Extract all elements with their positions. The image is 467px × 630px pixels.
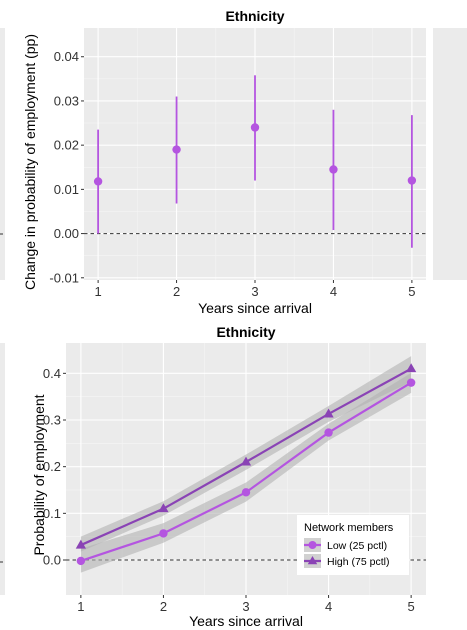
neighbor-panels xyxy=(0,28,467,595)
bottom-chart-point-low xyxy=(324,428,333,437)
bottom-chart-point-high xyxy=(406,363,417,373)
bottom-chart-point-low xyxy=(159,529,168,538)
top-chart-point xyxy=(250,123,260,132)
top-chart-y-tick-label: 0.04 xyxy=(54,49,79,64)
right-neighbor-panel-top xyxy=(433,28,467,280)
bottom-chart-point-low xyxy=(406,378,416,387)
top-chart-x-tick-label: 1 xyxy=(95,284,102,299)
legend-title: Network members xyxy=(304,522,394,534)
bottom-chart-y-tick-label: 0.0 xyxy=(43,553,61,568)
top-chart-x-tick-label: 5 xyxy=(408,284,415,299)
bottom-chart-confidence-ribbon-low xyxy=(80,372,412,573)
top-chart-x-tick-label: 3 xyxy=(251,284,258,299)
bottom-chart-x-axis-label: Years since arrival xyxy=(189,613,303,629)
legend-label-low: Low (25 pctl) xyxy=(327,540,387,552)
bottom-chart-y-tick-label: 0.3 xyxy=(43,413,61,428)
top-chart-point xyxy=(329,165,338,174)
legend-key-low-marker xyxy=(308,541,317,549)
legend-key-high-marker xyxy=(307,556,318,565)
top-chart-x-tick-label: 2 xyxy=(173,284,180,299)
bottom-chart-y-tick-label: 0.1 xyxy=(43,506,61,521)
top-chart-y-tick-label: -0.01 xyxy=(49,270,79,285)
left-neighbor-panel-bottom xyxy=(0,343,5,595)
bottom-chart-point-high xyxy=(75,539,86,549)
bottom-chart-x-tick-label: 4 xyxy=(325,599,332,614)
top-chart-y-tick-label: 0.00 xyxy=(54,226,79,241)
bottom-chart-point-high xyxy=(158,503,169,513)
top-chart-y-tick-label: 0.01 xyxy=(54,182,79,197)
top-chart-point xyxy=(407,176,417,185)
top-chart-y-tick-label: 0.03 xyxy=(54,93,79,108)
bottom-chart-x-tick-label: 5 xyxy=(408,599,415,614)
top-chart-x-tick-label: 4 xyxy=(330,284,337,299)
bottom-chart-point-low xyxy=(76,556,86,566)
legend: Network members Low (25 pctl) High (75 p… xyxy=(297,515,409,575)
bottom-chart-title: Ethnicity xyxy=(216,324,275,340)
top-chart-y-axis-label: Change in probability of employment (pp) xyxy=(22,34,38,290)
bottom-chart-x-tick-label: 3 xyxy=(242,599,249,614)
top-chart-point xyxy=(93,177,103,186)
top-chart-title: Ethnicity xyxy=(225,8,284,24)
top-chart-errorbars: -0.01 0.00 0.01 0.02 0.03 0.04 1 2 3 4 5 Ethnicity… xyxy=(22,8,426,316)
top-chart-point xyxy=(172,145,181,154)
bottom-chart-x-tick-label: 2 xyxy=(160,599,167,614)
top-chart-y-tick-label: 0.02 xyxy=(54,138,79,153)
bottom-chart-point-high xyxy=(323,408,334,418)
bottom-chart-y-tick-label: 0.2 xyxy=(43,459,61,474)
bottom-chart-lines: 0.0 0.1 0.2 0.3 0.4 1 2 3 4 5 Ethnicity Years sin… xyxy=(31,324,426,629)
top-chart-plot-area: -0.01 0.00 0.01 0.02 0.03 0.04 1 2 3 4 5 xyxy=(49,28,426,299)
bottom-chart-point-low xyxy=(241,488,251,497)
bottom-chart-x-tick-label: 1 xyxy=(77,599,84,614)
bottom-chart-y-tick-label: 0.4 xyxy=(43,366,61,381)
bottom-chart-plot-area: 0.0 0.1 0.2 0.3 0.4 1 2 3 4 5 xyxy=(43,343,426,614)
bottom-chart-y-axis-label: Probability of employment xyxy=(31,394,47,555)
left-neighbor-panel-top xyxy=(0,28,5,280)
top-chart-x-axis-label: Years since arrival xyxy=(198,300,312,316)
legend-label-high: High (75 pctl) xyxy=(327,556,389,568)
bottom-chart-point-high xyxy=(240,456,252,466)
bottom-chart-confidence-ribbon-high xyxy=(80,356,412,552)
